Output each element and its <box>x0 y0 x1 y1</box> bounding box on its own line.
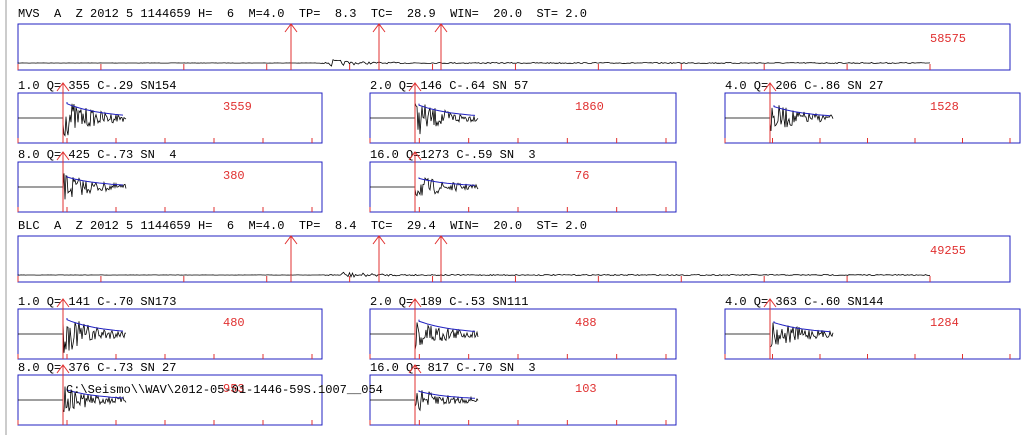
pick-arrow-head <box>408 364 422 374</box>
panel-label: 1.0 Q= 355 C-.29 SN154 <box>18 79 176 93</box>
panel-label: 2.0 Q= 189 C-.53 SN111 <box>370 295 528 309</box>
overview-box <box>17 235 1011 283</box>
station-header: BLC A Z 2012 5 1144659 H= 6 M=4.0 TP= 8.… <box>18 219 587 233</box>
coda-envelope <box>418 390 476 399</box>
panel-amplitude: 953 <box>223 382 245 396</box>
panel-label: 4.0 Q= 206 C-.86 SN 27 <box>725 79 883 93</box>
panel-amplitude: 480 <box>223 316 245 330</box>
pick-arrow-head <box>284 23 298 33</box>
station-header: MVS A Z 2012 5 1144659 H= 6 M=4.0 TP= 8.… <box>18 7 587 21</box>
panel-trace <box>370 102 479 135</box>
pick-arrow-head <box>434 23 448 33</box>
pick-arrow-head <box>763 82 777 92</box>
panel-label: 2.0 Q= 146 C-.64 SN 57 <box>370 79 528 93</box>
panel-trace <box>18 173 127 200</box>
coda-envelope <box>418 319 476 332</box>
panel-amplitude: 1860 <box>575 100 604 114</box>
panel-amplitude: 1284 <box>930 316 959 330</box>
pick-arrow-head <box>372 23 386 33</box>
coda-envelope <box>66 175 124 186</box>
overview-amplitude: 49255 <box>930 244 966 258</box>
pick-arrow-head <box>408 82 422 92</box>
overview-amplitude: 58575 <box>930 32 966 46</box>
panel-amplitude: 488 <box>575 316 597 330</box>
overview-trace <box>17 271 931 278</box>
panel-label: 16.0 Q=1273 C-.59 SN 3 <box>370 148 536 162</box>
pick-arrow-head <box>408 298 422 308</box>
panel-label: 4.0 Q= 363 C-.60 SN144 <box>725 295 883 309</box>
panel-amplitude: 3559 <box>223 100 252 114</box>
coda-envelope <box>418 177 476 186</box>
pick-arrow-head <box>372 235 386 245</box>
panel-trace <box>370 322 479 351</box>
coda-envelope <box>773 105 831 117</box>
pick-arrow-head <box>56 364 70 374</box>
panel-label: 8.0 Q= 425 C-.73 SN 4 <box>18 148 176 162</box>
pick-arrow-head <box>56 298 70 308</box>
panel-amplitude: 103 <box>575 382 597 396</box>
panel-label: 1.0 Q= 141 C-.70 SN173 <box>18 295 176 309</box>
coda-envelope <box>66 102 124 116</box>
panel-trace <box>18 320 126 353</box>
coda-envelope <box>66 388 124 399</box>
pick-arrow-head <box>284 235 298 245</box>
panel-label: 8.0 Q= 376 C-.73 SN 27 <box>18 361 176 375</box>
overview-trace <box>17 59 931 67</box>
panel-label: 16.0 Q= 817 C-.70 SN 3 <box>370 361 536 375</box>
panel-trace <box>370 177 479 197</box>
panel-trace <box>370 390 479 412</box>
overview-box <box>17 23 1011 71</box>
pick-arrow-head <box>56 82 70 92</box>
pick-arrow-head <box>408 151 422 161</box>
pick-arrow-head <box>434 235 448 245</box>
panel-amplitude: 380 <box>223 169 245 183</box>
coda-envelope <box>418 103 476 116</box>
coda-envelope <box>66 318 124 332</box>
panel-amplitude: 1528 <box>930 100 959 114</box>
coda-envelope <box>773 321 831 333</box>
pick-arrow-head <box>56 151 70 161</box>
file-path: C:\Seismo\\WAV\2012-05-01-1446-59S.1007_… <box>66 383 383 397</box>
panel-trace <box>18 103 127 137</box>
pick-arrow-head <box>763 298 777 308</box>
panel-amplitude: 76 <box>575 169 589 183</box>
